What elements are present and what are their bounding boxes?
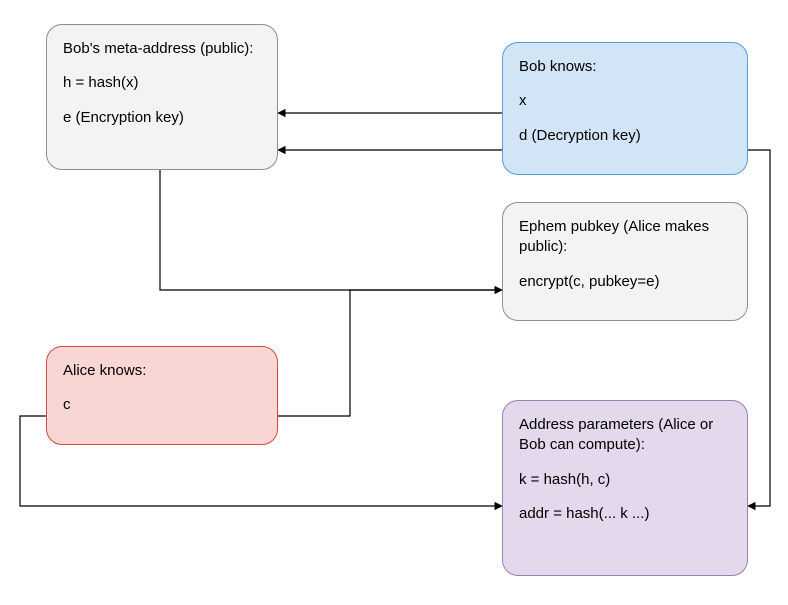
line-h: h = hash(x) (63, 73, 261, 93)
box-ephem-pubkey: Ephem pubkey (Alice makes public): encry… (502, 202, 748, 321)
box-bob-knows: Bob knows: x d (Decryption key) (502, 42, 748, 175)
line-d: d (Decryption key) (519, 126, 731, 146)
box-bob-meta-address: Bob's meta-address (public): h = hash(x)… (46, 24, 278, 170)
line-x: x (519, 91, 731, 111)
line-e: e (Encryption key) (63, 108, 261, 128)
box-title: Bob's meta-address (public): (63, 39, 261, 59)
box-address-parameters: Address parameters (Alice or Bob can com… (502, 400, 748, 576)
line-addr: addr = hash(... k ...) (519, 504, 731, 524)
line-enc: encrypt(c, pubkey=e) (519, 272, 731, 292)
edge-meta-to-ephem (160, 170, 502, 290)
box-title: Address parameters (Alice or Bob can com… (519, 415, 731, 456)
box-title: Bob knows: (519, 57, 731, 77)
box-title: Ephem pubkey (Alice makes public): (519, 217, 731, 258)
box-alice-knows: Alice knows: c (46, 346, 278, 445)
line-c: c (63, 395, 261, 415)
edge-alice-to-ephem (278, 290, 502, 416)
edge-bob-d-to-addr (748, 150, 770, 506)
line-k: k = hash(h, c) (519, 470, 731, 490)
box-title: Alice knows: (63, 361, 261, 381)
